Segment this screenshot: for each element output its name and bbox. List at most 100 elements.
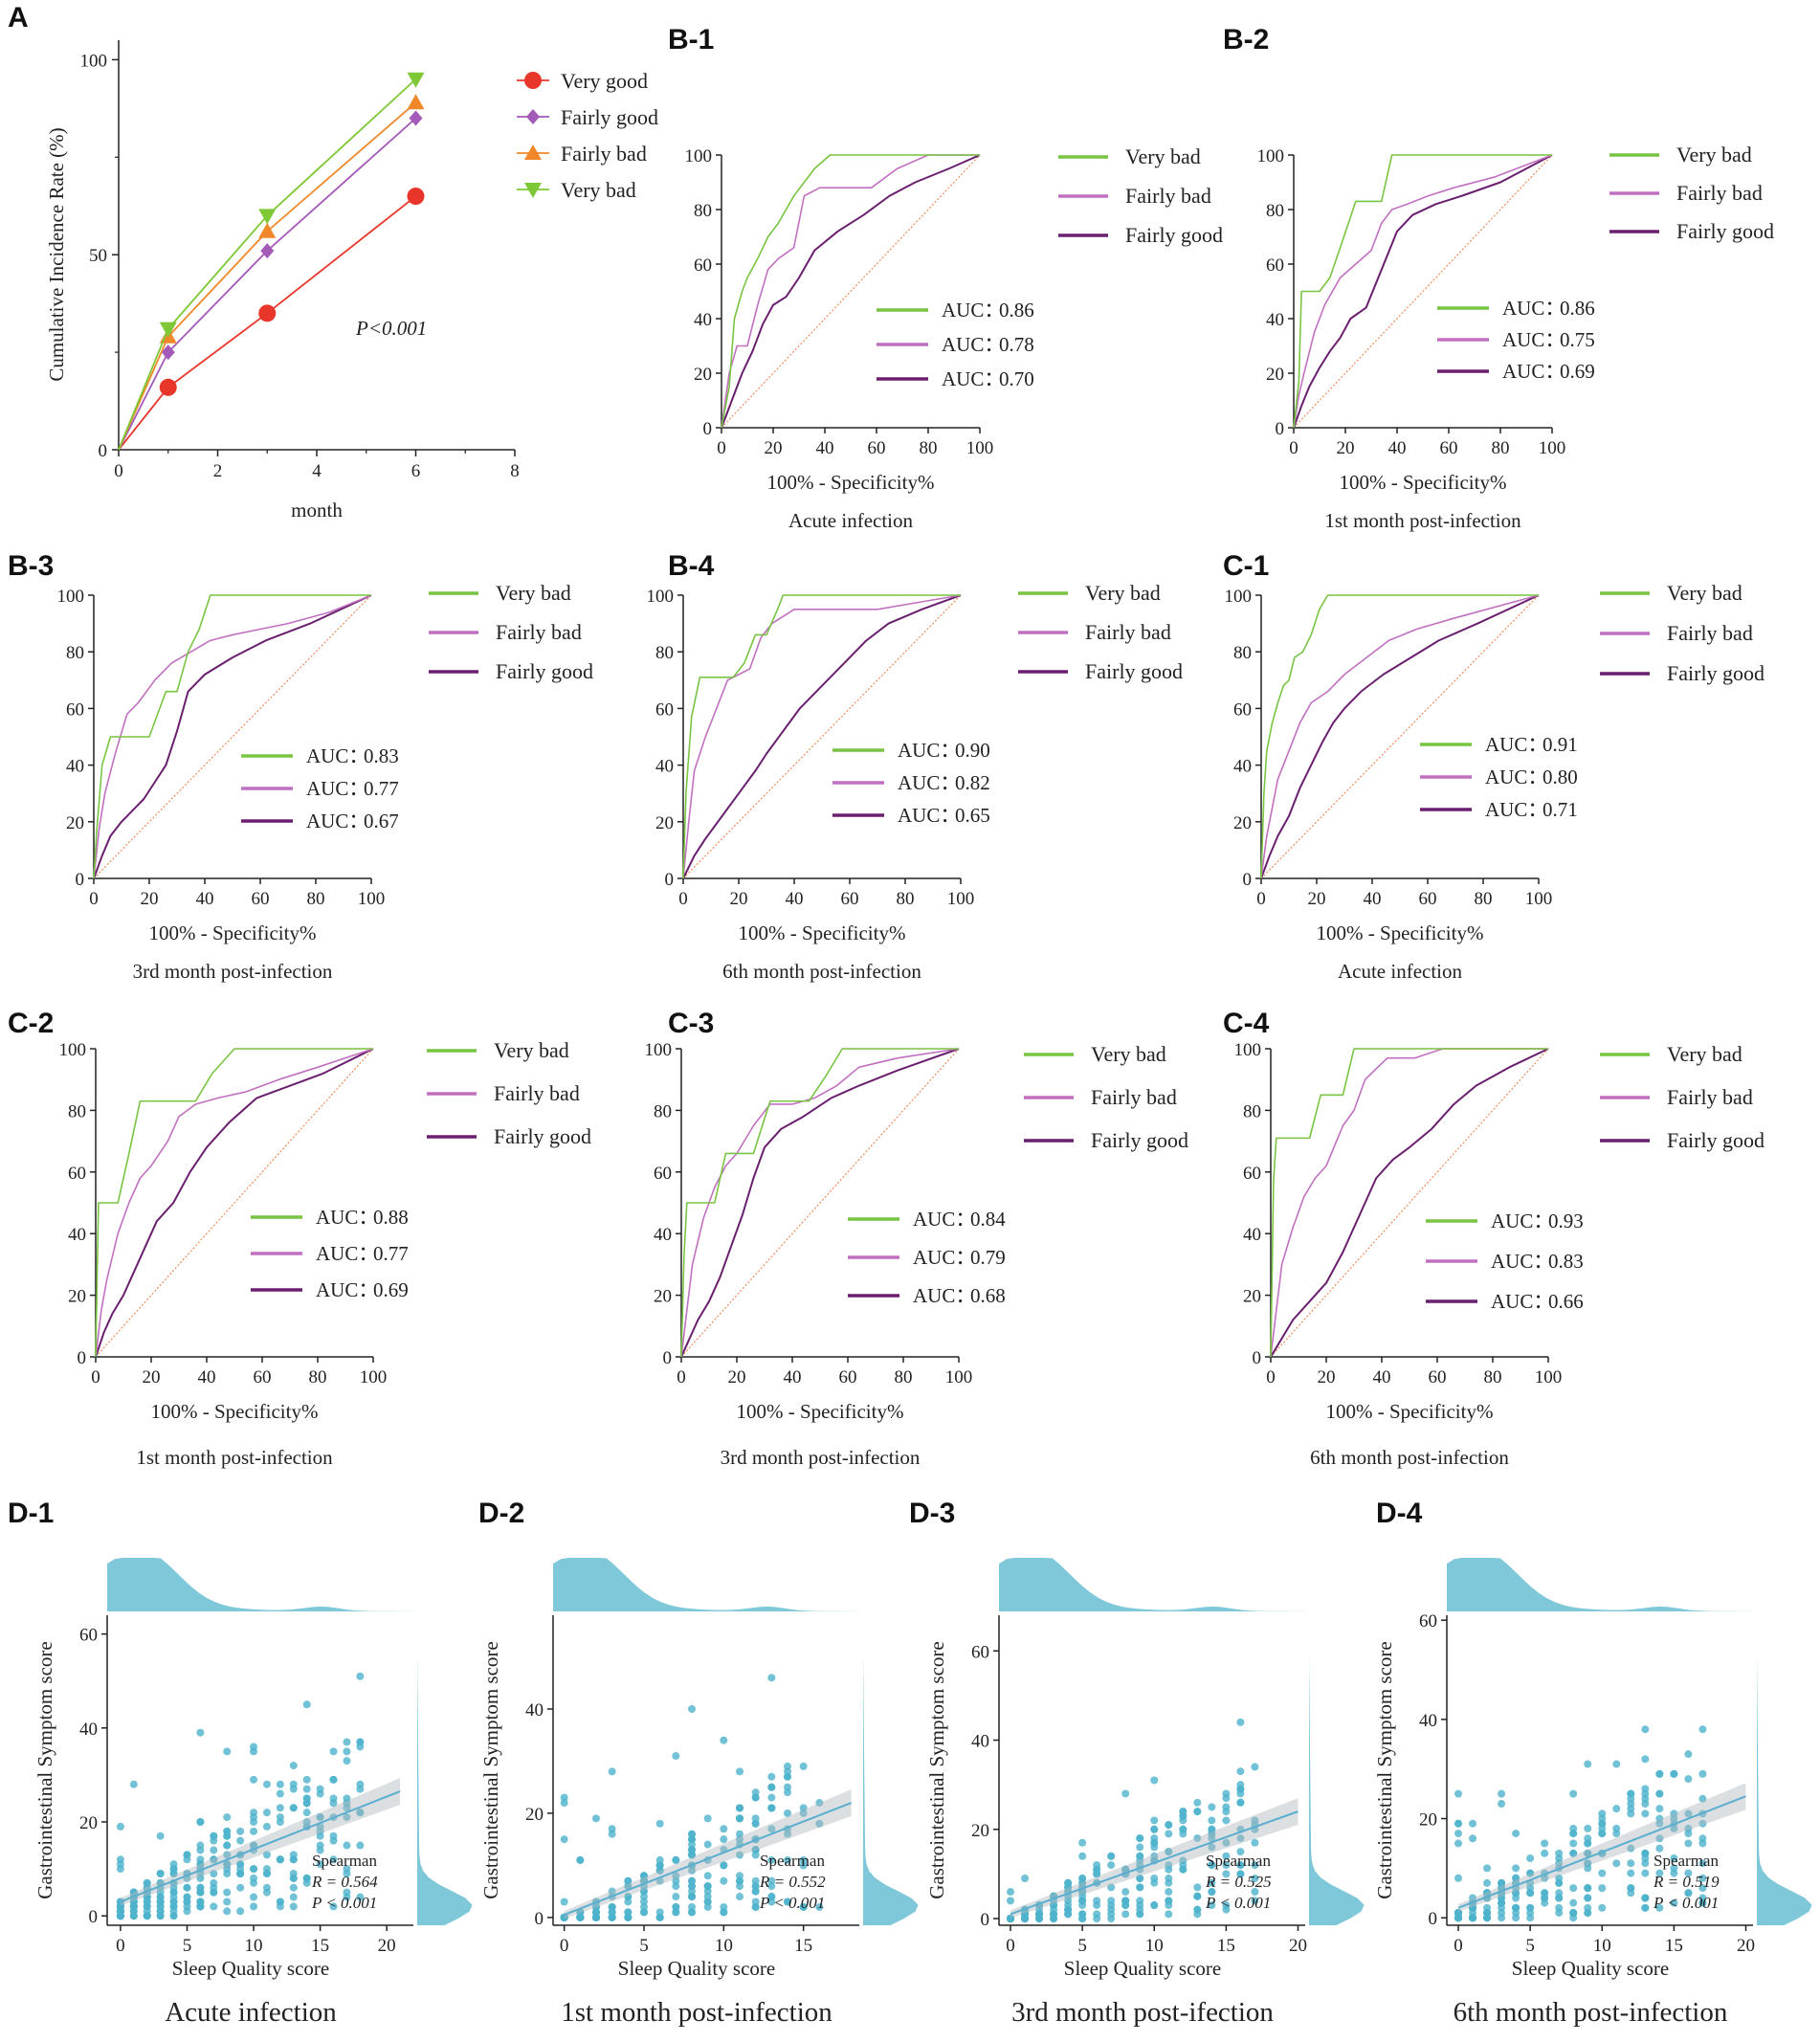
scatter-point (672, 1902, 680, 1911)
scatter-point (1193, 1798, 1202, 1807)
y-tick-label: 0 (1253, 1348, 1262, 1368)
legend-label: Fairly good (561, 105, 658, 129)
scatter-point (1136, 1834, 1144, 1843)
scatter-point (1136, 1901, 1144, 1910)
scatter-point (1498, 1898, 1506, 1907)
scatter-point (262, 1809, 271, 1817)
scatter-point (1093, 1915, 1101, 1923)
scatter-point (688, 1705, 696, 1714)
scatter-point (196, 1818, 205, 1826)
roc-curve-very-bad (680, 1048, 959, 1358)
scatter-point (316, 1860, 324, 1869)
x-tick-label: 100 (947, 889, 975, 909)
scatter-point (276, 1780, 284, 1788)
scatter-point (276, 1789, 284, 1798)
scatter-point (343, 1888, 351, 1897)
scatter-point (1136, 1843, 1144, 1852)
reference-diagonal (721, 154, 981, 429)
y-tick-label: 60 (1266, 255, 1284, 276)
scatter-point (356, 1809, 365, 1817)
scatter-point (236, 1883, 245, 1892)
legend-label: Fairly good (494, 1124, 591, 1148)
scatter-point (560, 1898, 568, 1906)
x-tick-label: 0 (1256, 889, 1266, 909)
x-tick-label: 100 (1539, 438, 1566, 458)
scatter-point (302, 1799, 311, 1808)
scatter-point (1584, 1894, 1592, 1902)
scatter-point (1136, 1875, 1144, 1883)
scatter-point (688, 1882, 696, 1891)
y-tick-label: 20 (68, 1287, 86, 1307)
auc-label: AUC： (913, 1208, 975, 1231)
scatter-point (767, 1674, 776, 1682)
auc-label: AUC： (306, 744, 368, 767)
scatter-point (640, 1872, 648, 1880)
regression-line (1457, 1795, 1746, 1909)
roc-curve-fairly-bad (93, 594, 372, 879)
scatter-point (343, 1738, 351, 1746)
y-tick-label: 0 (1429, 1909, 1438, 1929)
x-tick-label: 20 (141, 889, 159, 909)
scatter-points (560, 1674, 824, 1921)
auc-label: AUC： (1491, 1250, 1553, 1273)
scatter-point (196, 1841, 205, 1850)
scatter-point (784, 1767, 791, 1776)
scatter-point (1598, 1884, 1607, 1893)
scatter-point (1684, 1750, 1693, 1759)
x-tick-label: 10 (1593, 1936, 1611, 1956)
scatter-point (1121, 1910, 1130, 1919)
scatter-point (223, 1851, 232, 1859)
triangle-up-marker (407, 94, 425, 110)
scatter-point (276, 1898, 284, 1906)
scatter-point (1208, 1888, 1216, 1897)
scatter-point (1569, 1839, 1578, 1848)
y-tick-label: 80 (68, 1101, 86, 1121)
y-tick-label: 20 (66, 813, 84, 833)
scatter-point (1655, 1805, 1664, 1813)
scatter-point (1050, 1910, 1058, 1919)
scatter-point (1698, 1884, 1707, 1893)
roc-curve-fairly-good (721, 154, 981, 429)
reference-diagonal (93, 594, 372, 879)
scatter-point (720, 1876, 728, 1885)
x-tick-label: 80 (309, 1367, 327, 1387)
scatter-point (1498, 1789, 1506, 1798)
y-tick-label: 20 (1233, 813, 1252, 833)
scatter-point (1655, 1769, 1664, 1778)
scatter-point (356, 1841, 365, 1850)
scatter-point (356, 1785, 365, 1793)
scatter-point (1512, 1864, 1520, 1873)
panel-label: C-3 (668, 1008, 714, 1039)
scatter-point (196, 1888, 205, 1897)
stat-title: Spearman (760, 1852, 825, 1870)
scatter-point (799, 1762, 808, 1770)
scatter-point (1208, 1816, 1216, 1825)
scatter-point (1078, 1838, 1087, 1847)
scatter-points (1007, 1718, 1259, 1923)
y-tick-label: 40 (525, 1700, 544, 1720)
scatter-point (1569, 1914, 1578, 1922)
scatter-point (640, 1887, 648, 1896)
auc-value: 0.91 (1543, 733, 1578, 756)
y-tick-label: 60 (694, 255, 712, 276)
scatter-point (250, 1809, 258, 1817)
scatter-point (784, 1898, 791, 1906)
scatter-point (767, 1882, 776, 1891)
scatter-point (1236, 1861, 1245, 1870)
scatter-point (316, 1813, 324, 1822)
panel-subtitle: 6th month post-infection (722, 960, 921, 983)
scatter-point (720, 1902, 728, 1911)
diamond-marker (409, 110, 423, 126)
scatter-point (1107, 1852, 1116, 1860)
scatter-point (343, 1813, 351, 1822)
y-tick-label: 100 (645, 1040, 673, 1060)
x-tick-label: 80 (897, 889, 915, 909)
scatter-point (736, 1872, 744, 1880)
panel-d-1: D-1 0 5 10 15 20 0 20 40 60 Sleep Quality score Gas… (8, 1498, 473, 2028)
y-tick-label: 0 (1243, 870, 1253, 890)
y-tick-label: 0 (981, 1910, 990, 1930)
panel-subtitle: 3rd month post-infection (721, 1446, 921, 1469)
scatter-point (343, 1841, 351, 1850)
scatter-point (210, 1831, 218, 1840)
